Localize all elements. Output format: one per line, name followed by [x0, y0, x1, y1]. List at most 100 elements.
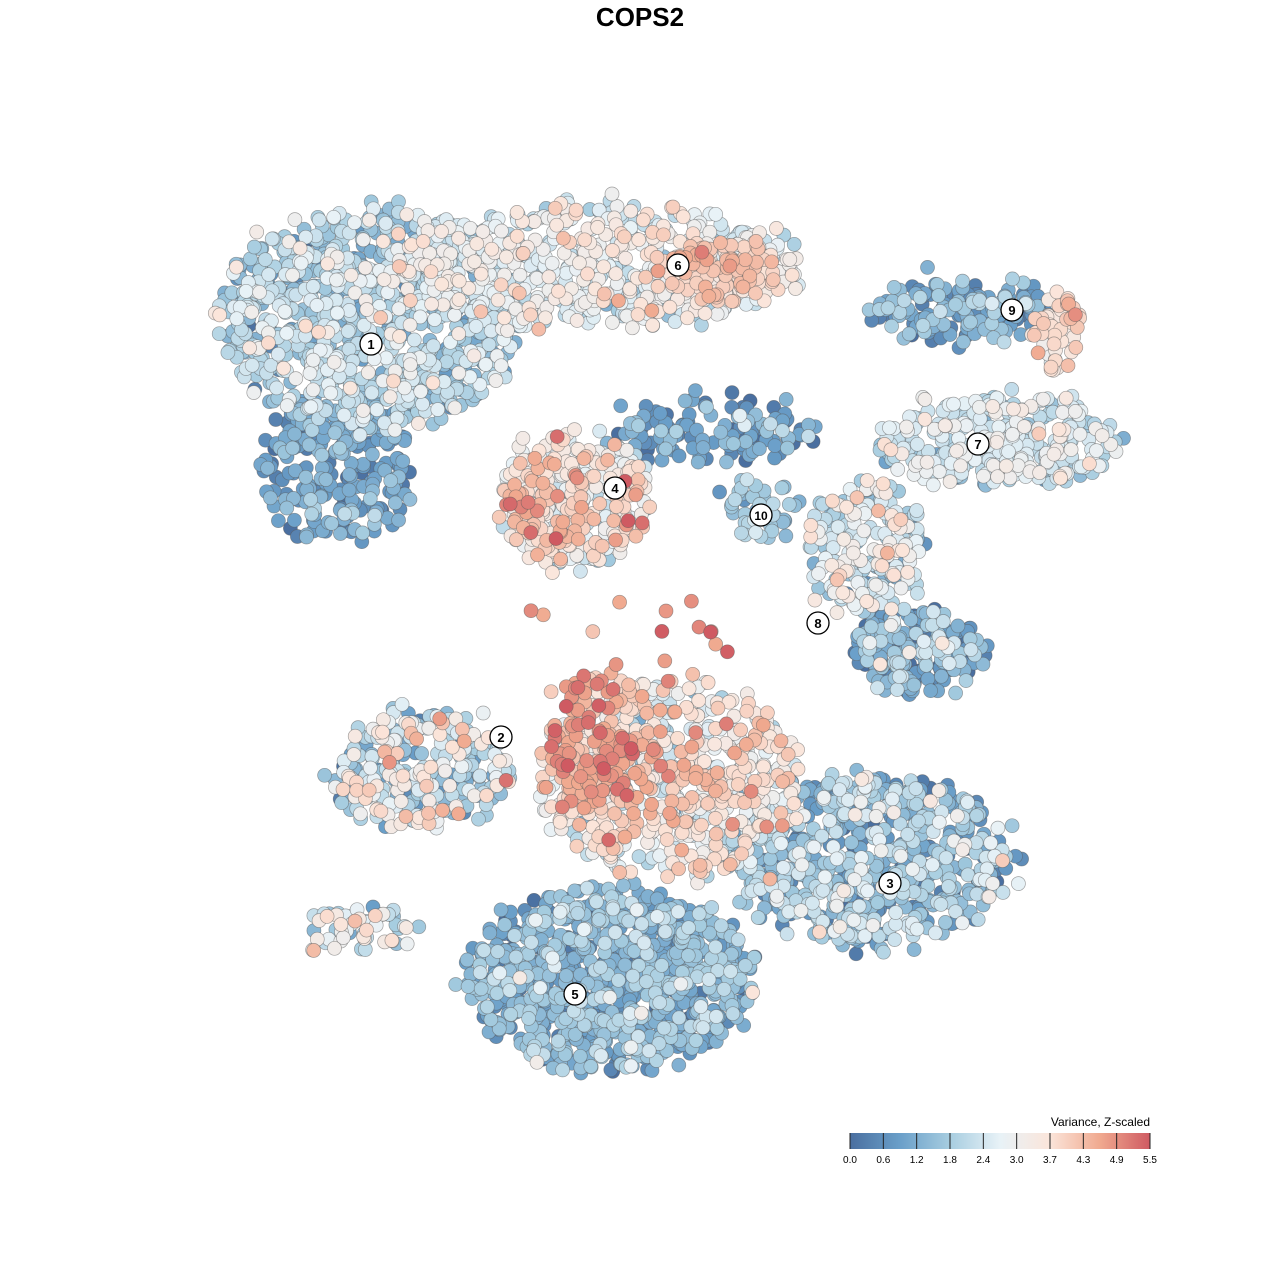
data-point: [550, 1033, 566, 1049]
data-point: [298, 469, 314, 485]
data-point: [931, 464, 947, 479]
data-point: [734, 525, 749, 541]
data-point: [909, 921, 925, 937]
data-point: [391, 301, 407, 317]
data-point: [383, 473, 399, 489]
data-point: [985, 876, 1001, 891]
data-point: [447, 400, 463, 416]
data-point: [631, 418, 646, 434]
data-point: [591, 912, 607, 927]
data-point: [963, 642, 979, 657]
data-point: [364, 385, 380, 401]
data-point: [341, 482, 357, 498]
data-point: [602, 990, 618, 1005]
data-point: [502, 983, 518, 998]
data-point: [1055, 405, 1070, 420]
data-point: [984, 296, 1000, 311]
data-point: [934, 668, 949, 684]
data-point: [341, 467, 357, 482]
data-point: [355, 525, 370, 541]
data-point: [503, 1007, 519, 1022]
data-point: [847, 872, 862, 887]
data-point: [353, 806, 368, 822]
data-point: [911, 813, 926, 829]
data-point: [941, 656, 957, 671]
data-point: [908, 781, 924, 796]
data-point: [402, 317, 418, 333]
data-point: [305, 352, 321, 368]
data-point: [853, 794, 869, 810]
data-point: [327, 940, 342, 956]
data-point: [752, 441, 767, 457]
data-point: [724, 385, 740, 400]
data-point: [704, 900, 720, 915]
data-point: [573, 563, 588, 579]
data-point: [367, 508, 383, 523]
data-point: [570, 905, 586, 921]
data-point: [1089, 443, 1104, 458]
data-point: [1004, 818, 1020, 834]
data-point: [910, 585, 925, 601]
data-point: [719, 454, 734, 470]
data-point: [949, 443, 964, 459]
data-point: [473, 981, 489, 997]
data-point: [969, 808, 985, 824]
data-point: [340, 323, 356, 339]
data-point: [472, 965, 488, 980]
data-point: [448, 977, 464, 992]
data-point: [732, 408, 748, 423]
data-point: [430, 402, 446, 417]
data-point: [811, 566, 826, 581]
data-point: [583, 1059, 599, 1074]
data-point: [830, 519, 846, 535]
data-point: [579, 880, 595, 896]
data-point: [479, 999, 495, 1015]
data-point: [713, 918, 729, 934]
data-point: [893, 580, 909, 596]
data-point: [287, 512, 302, 528]
data-point: [524, 934, 539, 950]
data-point: [411, 919, 427, 935]
data-point: [466, 788, 482, 804]
data-point: [671, 1057, 687, 1073]
data-point: [311, 212, 327, 228]
data-point: [362, 491, 378, 507]
data-point: [767, 438, 783, 453]
data-point: [889, 682, 905, 697]
data-point: [677, 393, 693, 409]
data-point: [919, 454, 935, 470]
data-point: [925, 604, 941, 620]
data-point: [671, 448, 687, 464]
data-point: [699, 399, 714, 415]
data-point: [680, 948, 696, 963]
data-point: [389, 410, 405, 426]
data-point: [508, 949, 524, 965]
data-point: [475, 705, 491, 721]
data-point: [972, 399, 987, 415]
data-point: [641, 1043, 657, 1059]
data-point: [521, 1011, 536, 1026]
data-point: [668, 424, 684, 439]
data-point: [483, 1012, 499, 1027]
data-point: [829, 898, 845, 914]
data-point: [925, 857, 940, 873]
data-point: [303, 399, 319, 415]
data-point: [815, 882, 831, 898]
data-point: [649, 909, 665, 924]
data-point: [413, 384, 429, 399]
data-point: [886, 280, 902, 295]
data-point: [708, 939, 723, 955]
data-point: [652, 995, 668, 1010]
data-point: [619, 442, 635, 458]
data-point: [713, 424, 729, 440]
data-point: [1001, 444, 1016, 460]
data-point: [888, 905, 904, 920]
data-point: [341, 303, 357, 318]
data-point: [870, 895, 886, 911]
data-point: [750, 910, 766, 925]
data-point: [955, 273, 970, 289]
data-point: [415, 396, 430, 412]
data-point: [730, 932, 746, 948]
data-point: [532, 980, 548, 996]
data-point: [726, 436, 741, 452]
